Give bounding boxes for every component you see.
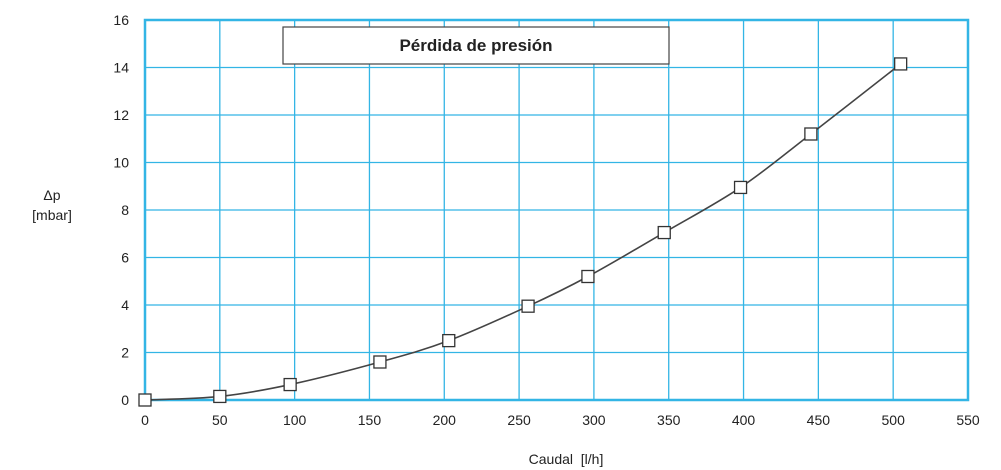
x-tick-label: 50 <box>212 412 228 428</box>
chart-title-frame <box>282 26 670 65</box>
y-tick-label: 10 <box>113 155 129 171</box>
chart-title: Pérdida de presión <box>399 36 552 55</box>
data-point <box>373 355 387 369</box>
x-tick-label: 150 <box>358 412 382 428</box>
chart-title-box: Pérdida de presión <box>282 26 670 65</box>
y-tick-label: 16 <box>113 12 129 28</box>
data-point <box>733 180 748 195</box>
y-tick-label: 14 <box>113 60 129 76</box>
data-point <box>442 333 456 348</box>
x-axis-label: Caudal [l/h] <box>529 451 604 467</box>
x-tick-label: 500 <box>882 412 906 428</box>
tick-labels: 0 50 100 150 200 250 300 350 400 450 500 550 0 2 4 6 8 10… <box>113 12 979 428</box>
x-tick-label: 250 <box>507 412 531 428</box>
plot-frame <box>143 18 970 402</box>
y-tick-label: 0 <box>121 392 129 408</box>
x-tick-label: 400 <box>732 412 756 428</box>
y-tick-label: 12 <box>113 107 129 123</box>
data-point <box>138 393 152 407</box>
data-point <box>894 57 908 71</box>
series-line <box>144 63 902 401</box>
x-tick-label: 550 <box>956 412 980 428</box>
y-tick-label: 2 <box>121 345 129 361</box>
y-axis-label-unit: [mbar] <box>32 207 72 223</box>
x-tick-label: 300 <box>582 412 606 428</box>
series <box>138 57 908 407</box>
data-point <box>657 225 671 240</box>
data-point <box>283 377 297 392</box>
x-tick-label: 100 <box>283 412 307 428</box>
x-tick-label: 200 <box>433 412 457 428</box>
grid <box>144 19 969 401</box>
data-point <box>581 269 595 284</box>
y-tick-label: 6 <box>121 250 129 266</box>
x-tick-label: 350 <box>657 412 681 428</box>
y-tick-label: 4 <box>121 297 129 313</box>
x-tick-label: 0 <box>141 412 149 428</box>
x-tick-label: 450 <box>807 412 831 428</box>
y-axis-label-symbol: Δp <box>43 187 60 203</box>
data-point <box>804 127 818 141</box>
data-point <box>213 389 227 404</box>
y-tick-label: 8 <box>121 202 129 218</box>
data-point <box>521 299 535 313</box>
